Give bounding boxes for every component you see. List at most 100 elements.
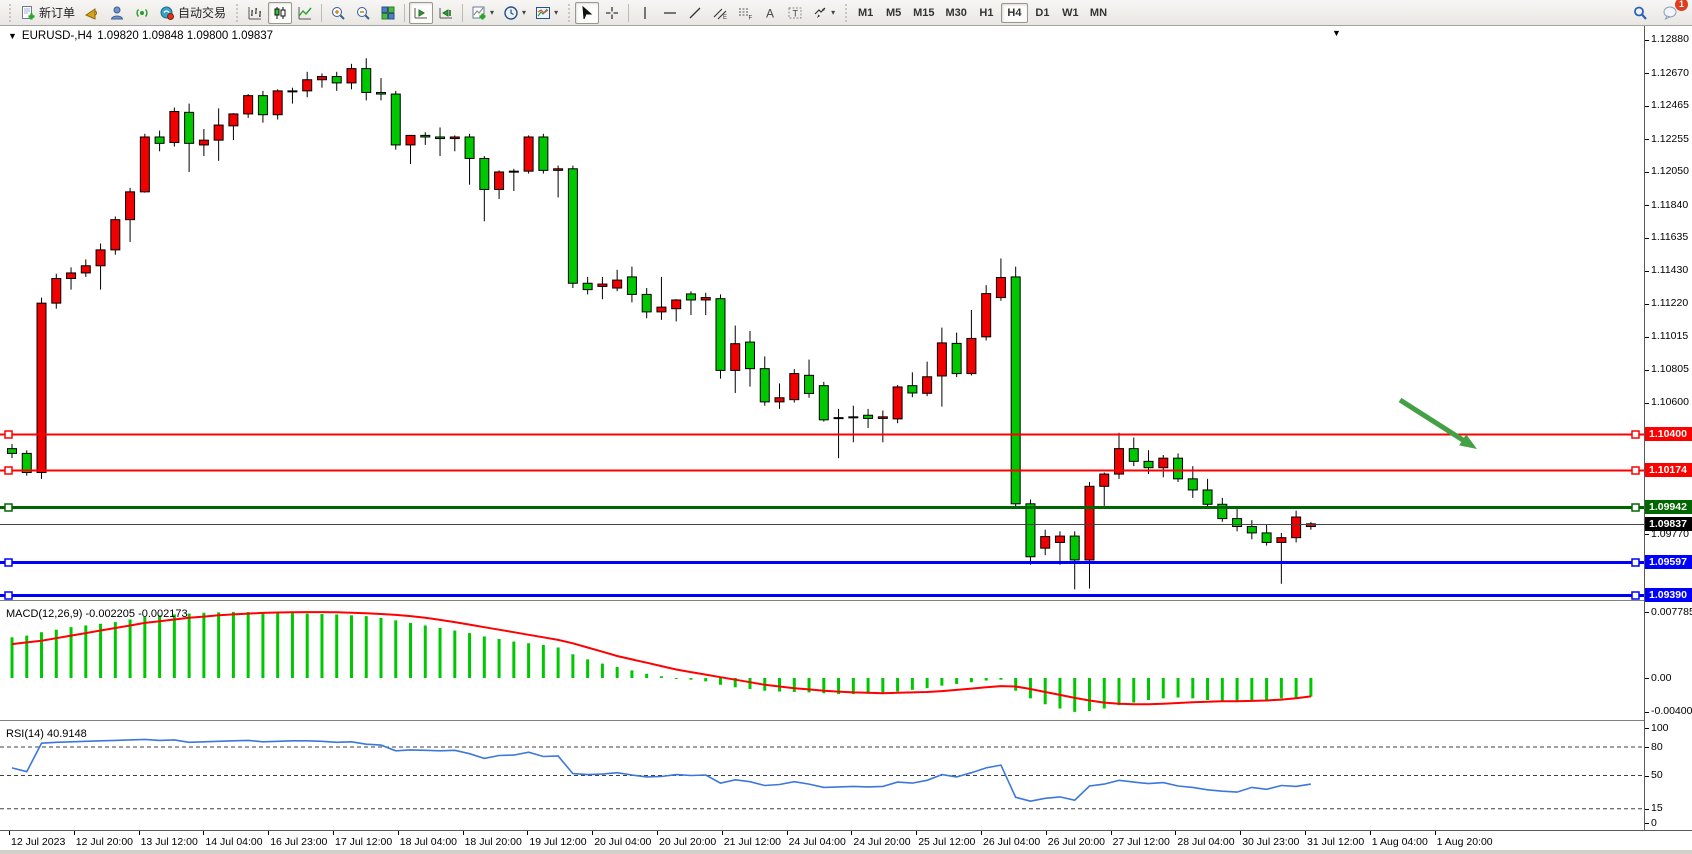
time-tick [268,831,270,835]
candle-body [198,139,209,146]
timeframe-MN[interactable]: MN [1089,6,1108,19]
trendline-tool-button[interactable] [683,2,707,24]
profile-icon [110,6,124,19]
candle-body [759,368,770,403]
profile-button[interactable] [105,2,129,24]
toolbar: 新订单 自动交易 [0,0,1692,26]
candle [1128,437,1139,467]
one-click-trading-toggle[interactable]: ▼ [8,31,17,41]
fibonacci-icon: F [739,8,753,21]
time-axis[interactable]: 12 Jul 2023 12 Jul 20:00 13 Jul 12:00 14 Ju… [0,830,1692,850]
new-order-button[interactable]: 新订单 [16,2,79,24]
candle [1291,510,1302,543]
line-chart-button[interactable] [293,2,317,24]
candle-body [346,68,357,84]
candle-body [1128,448,1139,462]
macd-histogram-bar [1191,678,1195,699]
time-label: 26 Jul 20:00 [1047,836,1106,848]
candle-body [553,168,564,171]
macd-histogram-bar [1014,678,1018,691]
macd-histogram-bar [69,627,73,678]
trend-arrow-annotation[interactable] [1398,397,1467,444]
candle [21,450,32,476]
time-label: 28 Jul 04:00 [1177,836,1235,848]
timeframe-M15[interactable]: M15 [913,6,935,19]
price-tick-label: 1.09770 [1651,527,1689,540]
candle [553,165,564,198]
zoom-out-button[interactable] [351,2,375,24]
macd-signal-line [11,611,1312,706]
macd-indicator-label: MACD(12,26,9) -0.002205 -0.002173 [6,608,188,620]
timeframe-H4[interactable]: H4 [1000,2,1028,23]
candle-body [36,302,47,473]
crosshair-icon [606,6,619,19]
main-chart-canvas[interactable] [0,26,1644,600]
market-watch-button[interactable] [80,2,104,24]
price-axis[interactable]: 1.12880 1.12670 1.12465 1.12255 1.12050 1.118… [1645,26,1692,830]
line-chart-icon [298,6,312,19]
candle [435,127,446,157]
timeframe-H1[interactable]: H1 [979,6,994,19]
text-label-tool-button[interactable]: T [783,2,807,24]
price-tick-label: 1.10600 [1651,396,1689,409]
toolbar-grip[interactable] [842,3,850,22]
macd-histogram-bar [1117,678,1121,706]
templates-button[interactable]: ▾ [531,2,562,24]
tile-windows-button[interactable] [376,2,400,24]
price-tick [1645,171,1649,173]
candle [154,130,165,152]
macd-histogram-bar [659,676,663,678]
text-tool-button[interactable]: A [758,2,782,24]
toolbar-separator [462,3,464,22]
macd-histogram-bar [822,678,826,694]
periods-button[interactable]: ▾ [499,2,530,24]
notifications-button[interactable]: 1 [1658,0,1688,24]
search-button[interactable] [1628,2,1652,24]
channel-tool-button[interactable]: E [708,2,732,24]
horizontal-line-tool-button[interactable] [658,2,682,24]
macd-histogram-bar [1206,678,1210,701]
indicators-dropdown-caret: ▾ [490,8,495,17]
pane-separator[interactable] [0,720,1644,722]
autotrading-label: 自动交易 [178,6,227,20]
signals-button[interactable] [130,2,154,24]
candlestick-chart-button[interactable] [268,1,293,24]
arrows-tool-button[interactable]: ▾ [808,2,839,24]
time-tick [333,831,334,835]
toolbar-grip[interactable] [6,3,13,22]
zoom-in-button[interactable] [326,2,350,24]
macd-canvas[interactable] [0,602,1644,720]
chart-shift-button[interactable] [434,2,458,24]
autotrading-button[interactable]: 自动交易 [155,2,230,24]
fibonacci-tool-button[interactable]: F [733,2,757,24]
indicators-icon [472,6,486,19]
rsi-canvas[interactable] [0,722,1644,830]
macd-histogram-bar [1294,678,1298,698]
rsi-axis-tick [1645,728,1649,729]
macd-histogram-bar [99,623,103,678]
timeframe-M30[interactable]: M30 [945,6,967,19]
candle [80,259,91,277]
toolbar-grip[interactable] [233,3,241,22]
time-tick [916,831,918,835]
timeframe-M1[interactable]: M1 [857,6,874,19]
price-tick [1645,369,1649,371]
timeframe-M5[interactable]: M5 [885,6,902,19]
pane-separator[interactable] [0,600,1644,602]
toolbar-grip[interactable] [565,3,573,22]
cursor-tool-button[interactable] [575,1,600,24]
crosshair-tool-button[interactable] [600,2,624,24]
timeframe-D1[interactable]: D1 [1035,6,1050,19]
vertical-line-tool-button[interactable] [633,2,657,24]
candle [198,129,209,157]
indicators-button[interactable]: ▾ [467,2,498,24]
bar-chart-button[interactable] [243,2,267,24]
price-tick-label: 1.11635 [1651,231,1689,244]
auto-scroll-button[interactable] [409,1,434,24]
macd-histogram-bar [1279,678,1283,699]
candle-body [538,136,549,171]
macd-histogram-bar [335,614,339,678]
time-label: 1 Aug 20:00 [1436,836,1493,848]
scroll-to-end-marker[interactable]: ▼ [1332,28,1341,38]
timeframe-W1[interactable]: W1 [1062,6,1079,19]
